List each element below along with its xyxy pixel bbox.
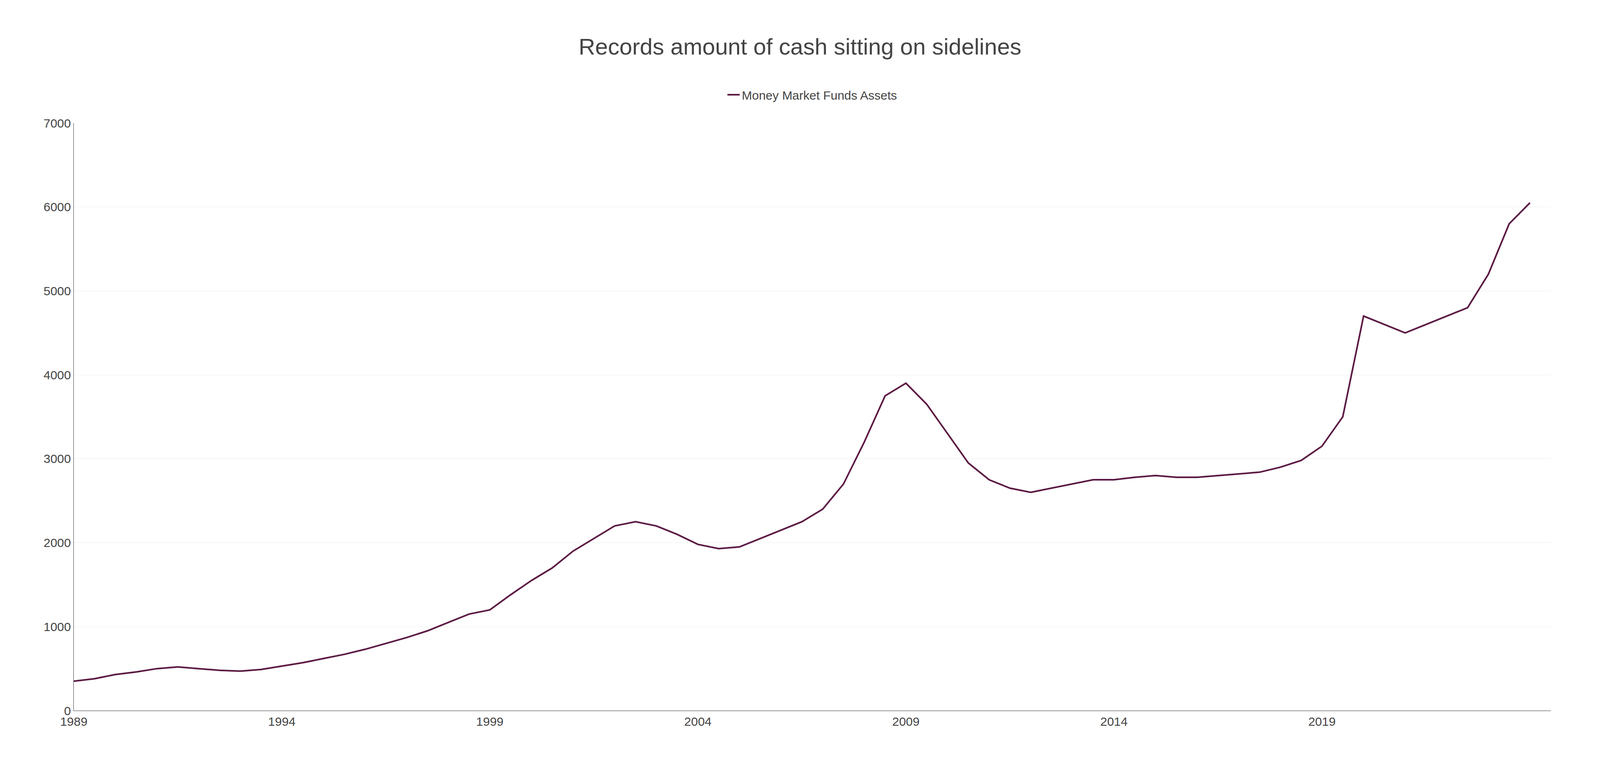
svg-text:2004: 2004 xyxy=(684,714,712,729)
svg-text:2019: 2019 xyxy=(1308,714,1336,729)
svg-text:Records amount of cash sitting: Records amount of cash sitting on sideli… xyxy=(578,33,1022,60)
svg-text:Money Market Funds Assets: Money Market Funds Assets xyxy=(741,88,898,103)
svg-text:2014: 2014 xyxy=(1100,714,1128,729)
svg-text:5000: 5000 xyxy=(43,284,71,298)
svg-text:2009: 2009 xyxy=(892,714,920,729)
svg-text:7000: 7000 xyxy=(43,116,71,130)
svg-text:1000: 1000 xyxy=(43,619,71,634)
svg-text:1999: 1999 xyxy=(476,714,504,729)
svg-text:4000: 4000 xyxy=(43,368,71,382)
svg-text:1989: 1989 xyxy=(60,714,88,729)
svg-text:3000: 3000 xyxy=(43,451,71,466)
svg-text:1994: 1994 xyxy=(268,714,296,729)
svg-text:6000: 6000 xyxy=(43,200,71,214)
svg-text:0: 0 xyxy=(63,703,71,718)
svg-text:2000: 2000 xyxy=(43,535,71,550)
